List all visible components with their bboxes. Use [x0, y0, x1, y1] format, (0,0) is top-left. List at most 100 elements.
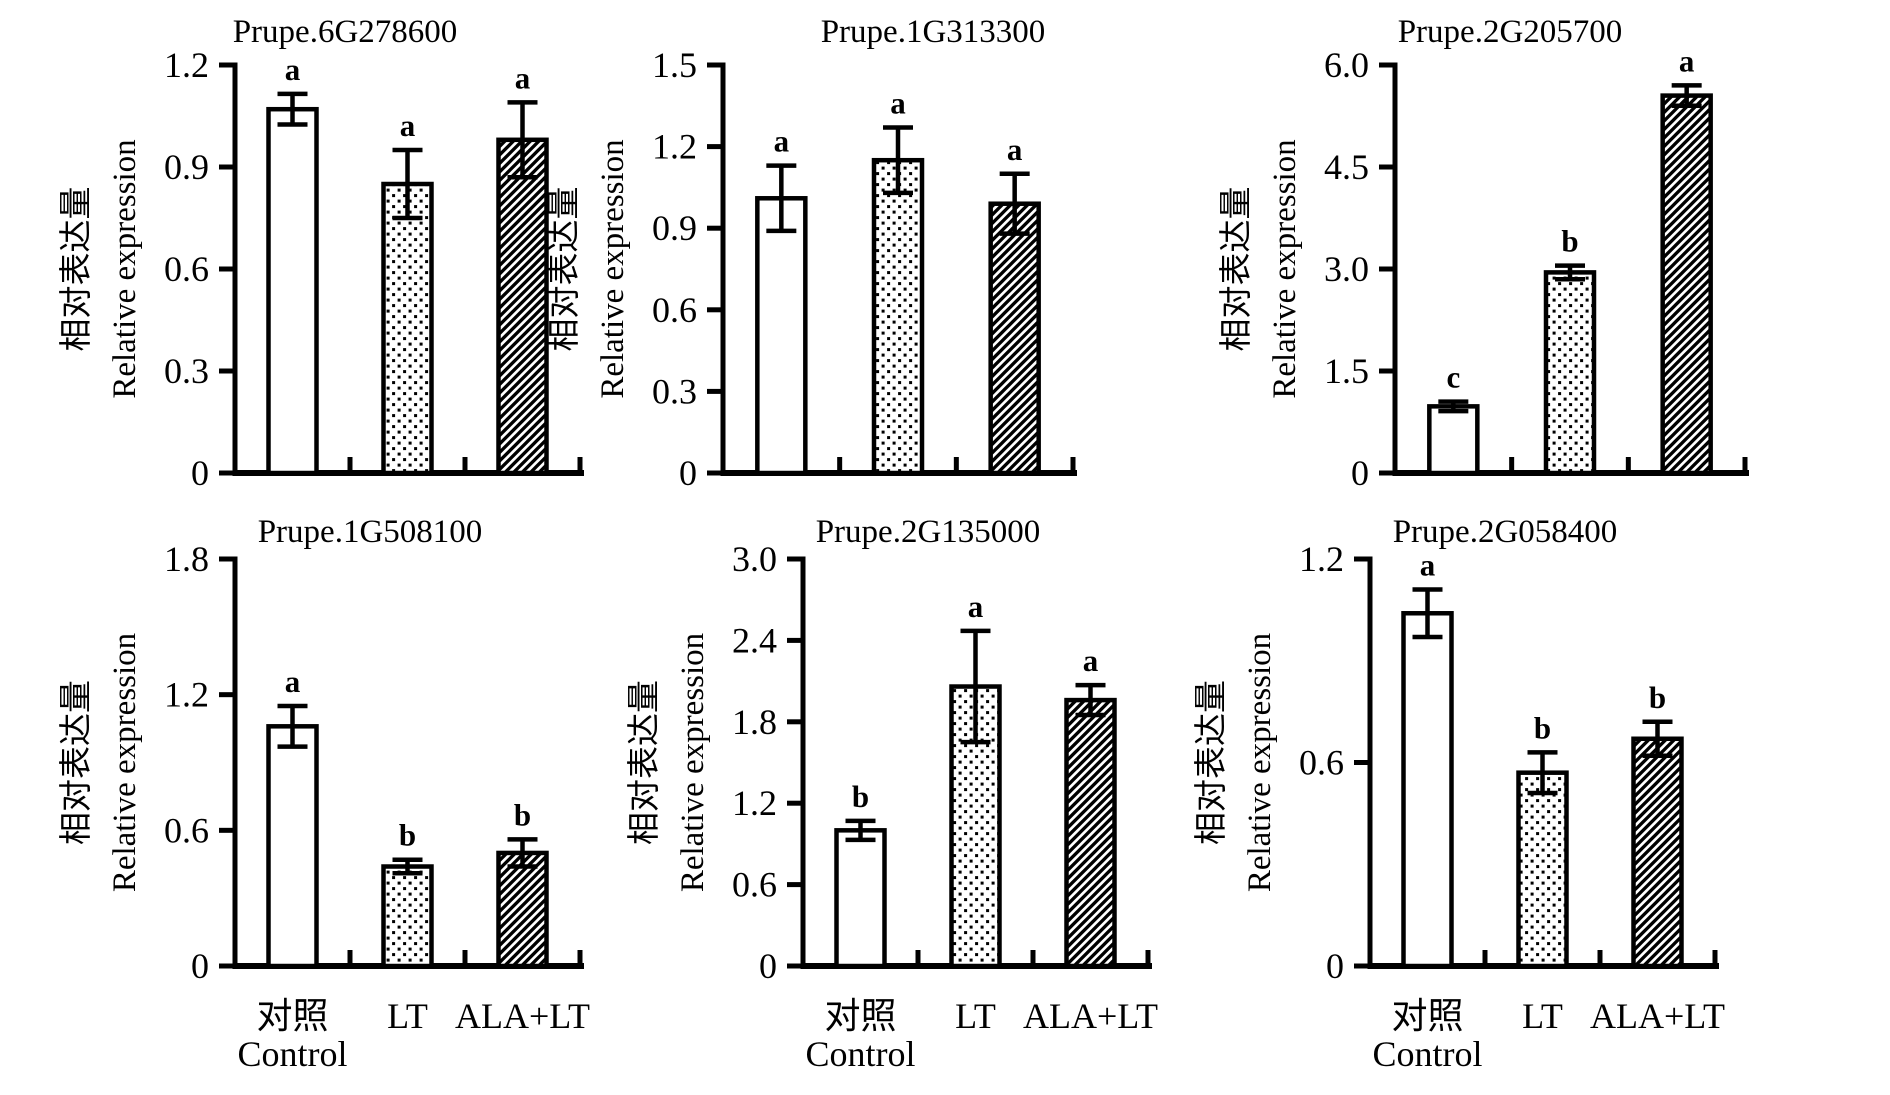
- y-tick-label: 1.5: [652, 45, 697, 85]
- error-bar-ala-lt: [507, 837, 538, 869]
- y-tick-label: 6.0: [1324, 45, 1369, 85]
- bar-control: [834, 828, 887, 969]
- y-tick-label: 0: [191, 946, 209, 986]
- x-label-lt: LT: [1522, 996, 1563, 1036]
- bar-ala-lt: [1660, 93, 1713, 476]
- panel-title: Prupe.6G278600: [233, 14, 458, 50]
- bar-lt: [381, 864, 434, 969]
- y-axis-label-zh: 相对表达量: [1218, 187, 1255, 352]
- error-bar-control: [845, 818, 876, 843]
- sig-letter-lt: b: [399, 818, 416, 853]
- sig-letter-lt: b: [1561, 224, 1578, 259]
- error-bar-ala-lt: [1671, 83, 1702, 109]
- sig-letter-control: c: [1446, 360, 1460, 395]
- y-tick-label: 0.3: [164, 351, 209, 391]
- error-bar-ala-lt: [999, 171, 1030, 236]
- x-label-control: 对照: [1391, 996, 1463, 1036]
- panel-title: Prupe.2G058400: [1393, 514, 1618, 550]
- y-axis-label-en: Relative expression: [675, 633, 711, 892]
- x-label-ala-lt: ALA+LT: [1023, 996, 1158, 1036]
- y-tick-label: 1.2: [1299, 539, 1344, 579]
- y-tick-label: 0: [1326, 946, 1344, 986]
- y-tick-label: 1.8: [732, 702, 777, 742]
- bar-lt: [1543, 270, 1597, 476]
- sig-letter-control: a: [1420, 548, 1436, 583]
- error-bar-control: [1412, 587, 1443, 640]
- y-tick-label: 3.0: [1324, 249, 1369, 289]
- y-tick-label: 0: [679, 453, 697, 493]
- y-tick-label: 0: [191, 453, 209, 493]
- y-axis-label-zh: 相对表达量: [546, 187, 583, 352]
- sig-letter-control: a: [285, 52, 301, 87]
- panel-prupe-1g313300: Prupe.1G313300 相对表达量 Relative expression 0 0…: [546, 14, 1077, 493]
- error-bar-control: [277, 703, 308, 749]
- y-tick-label: 0.9: [164, 147, 209, 187]
- y-axis-label-en: Relative expression: [1267, 139, 1303, 398]
- error-bar-lt: [392, 857, 423, 876]
- bar-ala-lt: [1631, 736, 1684, 969]
- y-tick-label: 0.6: [164, 810, 209, 850]
- bar-control: [1427, 404, 1480, 476]
- bar-ala-lt: [496, 137, 549, 476]
- sig-letter-control: b: [852, 779, 869, 814]
- error-bar-ala-lt: [507, 100, 538, 180]
- y-axis-label-zh: 相对表达量: [626, 680, 663, 845]
- y-tick-label: 1.2: [164, 45, 209, 85]
- bar-ala-lt: [496, 850, 549, 969]
- sig-letter-lt: a: [400, 108, 416, 143]
- y-tick-label: 1.2: [732, 783, 777, 823]
- bar-ala-lt: [988, 201, 1041, 476]
- bar-lt: [1516, 770, 1569, 969]
- bar-lt: [381, 181, 434, 476]
- error-bar-control: [766, 163, 797, 234]
- y-tick-label: 0.6: [164, 249, 209, 289]
- sig-letter-control: a: [774, 124, 790, 159]
- sig-letter-lt: b: [1534, 710, 1551, 745]
- panel-title: Prupe.1G313300: [821, 14, 1046, 50]
- y-tick-label: 1.8: [164, 539, 209, 579]
- y-axis-label-en: Relative expression: [107, 633, 143, 892]
- y-tick-label: 0.9: [652, 208, 697, 248]
- x-label-ala-lt: ALA+LT: [1590, 996, 1725, 1036]
- panel-title: Prupe.1G508100: [258, 514, 483, 550]
- panel-prupe-2g205700: Prupe.2G205700 相对表达量 Relative expression 0 1…: [1218, 14, 1749, 493]
- sig-letter-lt: a: [890, 86, 906, 121]
- error-bar-lt: [1527, 750, 1558, 796]
- y-axis-label-zh: 相对表达量: [1193, 680, 1230, 845]
- x-label-control: 对照: [824, 996, 896, 1036]
- x-label-control: 对照: [256, 996, 328, 1036]
- y-tick-label: 2.4: [732, 620, 777, 660]
- x-label-ala-lt: ALA+LT: [455, 996, 590, 1036]
- y-tick-label: 0.6: [1299, 743, 1344, 783]
- sig-letter-control: a: [285, 664, 301, 699]
- x-label-control-en: Control: [805, 1034, 915, 1074]
- panels-root: Prupe.6G278600 相对表达量 Relative expression 0 0…: [58, 14, 1749, 1074]
- y-axis-label-zh: 相对表达量: [58, 187, 95, 352]
- panel-title: Prupe.2G205700: [1398, 14, 1623, 50]
- error-bar-ala-lt: [1075, 682, 1106, 718]
- y-axis-label-zh: 相对表达量: [58, 680, 95, 845]
- sig-letter-ala-lt: a: [1083, 643, 1099, 678]
- bar-control: [266, 724, 319, 969]
- sig-letter-ala-lt: a: [515, 60, 531, 95]
- y-tick-label: 4.5: [1324, 147, 1369, 187]
- y-tick-label: 1.2: [652, 127, 697, 167]
- x-label-lt: LT: [387, 996, 428, 1036]
- sig-letter-ala-lt: b: [1649, 680, 1666, 715]
- sig-letter-ala-lt: a: [1007, 132, 1023, 167]
- y-tick-label: 0.6: [732, 865, 777, 905]
- y-tick-label: 1.2: [164, 675, 209, 715]
- error-bar-lt: [392, 147, 423, 221]
- x-label-control-en: Control: [1372, 1034, 1482, 1074]
- sig-letter-ala-lt: b: [514, 797, 531, 832]
- y-tick-label: 1.5: [1324, 351, 1369, 391]
- x-label-lt: LT: [955, 996, 996, 1036]
- y-axis-label-en: Relative expression: [107, 139, 143, 398]
- panel-prupe-1g508100: Prupe.1G508100 相对表达量 Relative expression 0 0…: [58, 514, 590, 1074]
- bar-control: [1401, 611, 1454, 969]
- error-bar-ala-lt: [1642, 719, 1673, 758]
- error-bar-lt: [883, 125, 913, 196]
- y-tick-label: 3.0: [732, 539, 777, 579]
